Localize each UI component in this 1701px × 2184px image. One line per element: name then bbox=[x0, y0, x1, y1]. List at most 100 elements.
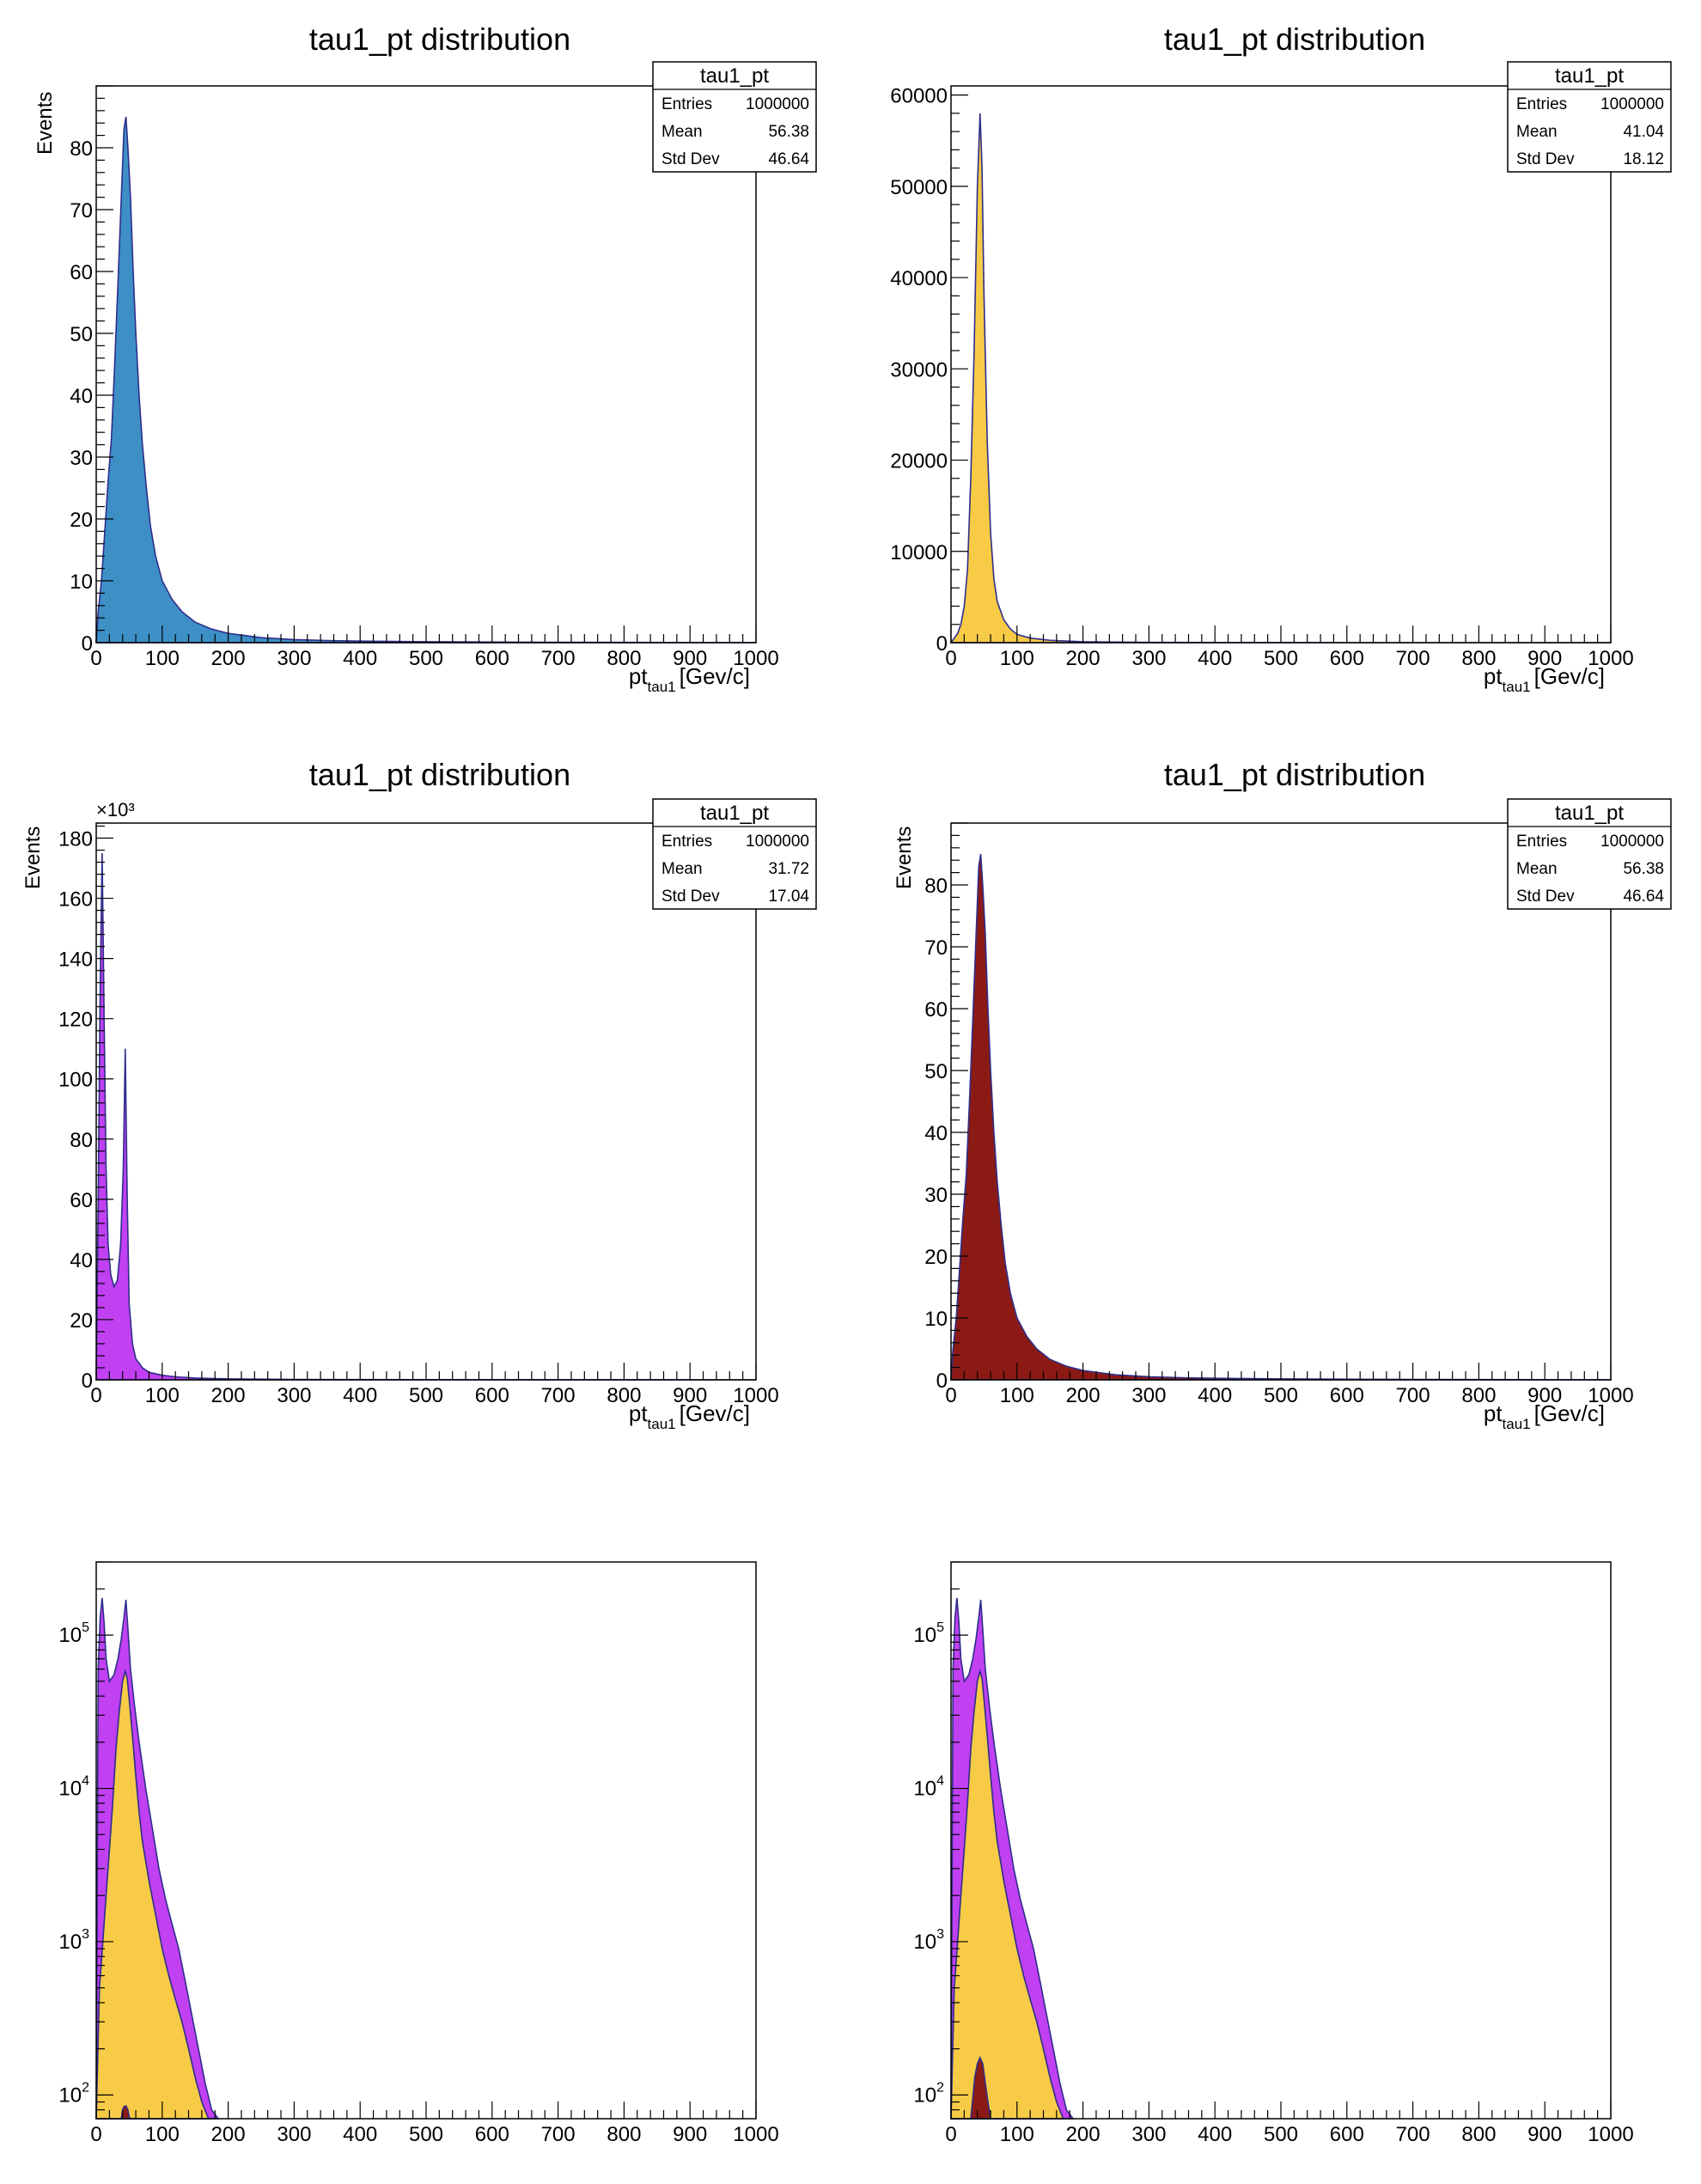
x-tick-label: 400 bbox=[1198, 1384, 1232, 1407]
chart-title: tau1_pt distribution bbox=[309, 757, 570, 792]
chart-title: tau1_pt distribution bbox=[1164, 757, 1425, 792]
x-tick-label: 400 bbox=[343, 647, 377, 670]
x-axis: 0 100 200 300 400 500 600 700 800 900 1000 bbox=[90, 2102, 779, 2146]
stats-label: Entries bbox=[662, 833, 712, 851]
x-tick-label: 1000 bbox=[733, 647, 778, 670]
x-tick-label: 600 bbox=[1330, 647, 1364, 670]
x-tick-label: 700 bbox=[541, 1384, 576, 1407]
y-tick-label: 20000 bbox=[890, 450, 948, 473]
y-tick-label: 70 bbox=[70, 199, 93, 223]
x-label-sub: tau1 bbox=[648, 679, 676, 695]
chart-title: tau1_pt distribution bbox=[309, 21, 570, 57]
x-label-unit: [Gev/c] bbox=[1534, 1400, 1605, 1426]
x-tick-label: 400 bbox=[343, 1384, 377, 1407]
y-tick-base: 10 bbox=[913, 1931, 936, 1954]
y-tick-label: 30 bbox=[70, 447, 93, 470]
histogram-series-yellow-fill bbox=[949, 113, 1611, 644]
y-tick-label: 60 bbox=[70, 261, 93, 284]
x-tick-label: 700 bbox=[1396, 2123, 1430, 2146]
x-label-sub: tau1 bbox=[648, 1416, 676, 1432]
y-axis-multiplier: ×10³ bbox=[96, 799, 135, 821]
stats-value: 56.38 bbox=[1623, 860, 1664, 878]
y-axis: 0 10 20 30 40 50 60 70 80 bbox=[70, 85, 113, 656]
y-tick-label: 160 bbox=[58, 888, 93, 912]
x-tick-label: 500 bbox=[1264, 647, 1298, 670]
x-tick-label: 200 bbox=[1066, 647, 1100, 670]
y-axis: 0 20 40 60 80 100 120 140 160 180 bbox=[58, 825, 113, 1393]
y-tick-base: 10 bbox=[58, 1778, 82, 1801]
x-tick-label: 400 bbox=[1198, 647, 1232, 670]
x-tick-label: 400 bbox=[1198, 2123, 1232, 2146]
y-tick-label: 0 bbox=[936, 632, 948, 656]
panel-5: 0 100 200 300 400 500 600 700 800 900 100010210310… bbox=[58, 1561, 779, 2146]
x-tick-label: 600 bbox=[475, 1384, 509, 1407]
x-tick-label: 1000 bbox=[1588, 2123, 1633, 2146]
y-tick-exponent: 4 bbox=[82, 1774, 89, 1789]
y-tick-label: 60 bbox=[924, 998, 948, 1022]
y-tick-label: 120 bbox=[58, 1009, 93, 1032]
stats-box-frame bbox=[652, 61, 817, 173]
x-tick-label: 0 bbox=[90, 1384, 101, 1407]
y-axis-label: Events bbox=[21, 827, 45, 889]
x-tick-label: 600 bbox=[1330, 2123, 1364, 2146]
stats-box: tau1_pt Entries 1000000 Mean 41.04 Std Dev 18.… bbox=[1507, 61, 1672, 173]
y-tick-exponent: 2 bbox=[936, 2080, 944, 2095]
x-tick-label: 900 bbox=[673, 647, 707, 670]
y-tick-label: 10000 bbox=[890, 541, 948, 564]
x-tick-label: 100 bbox=[1000, 2123, 1034, 2146]
x-tick-label: 1000 bbox=[1588, 647, 1633, 670]
y-tick-label: 20 bbox=[70, 509, 93, 532]
x-tick-label: 800 bbox=[607, 647, 641, 670]
x-axis: 0 100 200 300 400 500 600 700 800 900 1000 bbox=[945, 1363, 1634, 1407]
panel-4: tau1_pt distribution 0 100 200 300 400 500 600 7… bbox=[893, 757, 1672, 1432]
stats-label: Entries bbox=[662, 95, 712, 113]
x-tick-label: 800 bbox=[607, 2123, 641, 2146]
y-tick-label: 140 bbox=[58, 949, 93, 972]
stats-label: Entries bbox=[1516, 95, 1567, 113]
y-tick-label: 40 bbox=[924, 1122, 948, 1145]
x-tick-label: 200 bbox=[211, 1384, 246, 1407]
y-tick-label: 40 bbox=[70, 1249, 93, 1272]
stats-box-title: tau1_pt bbox=[1555, 64, 1624, 88]
x-tick-label: 100 bbox=[1000, 647, 1034, 670]
x-tick-label: 1000 bbox=[733, 1384, 778, 1407]
y-tick-label: 30000 bbox=[890, 358, 948, 381]
x-label-unit: [Gev/c] bbox=[680, 1400, 750, 1426]
x-tick-label: 700 bbox=[1396, 1384, 1430, 1407]
x-tick-label: 800 bbox=[607, 1384, 641, 1407]
y-tick-exponent: 3 bbox=[936, 1927, 944, 1942]
x-tick-label: 500 bbox=[409, 2123, 443, 2146]
y-tick-label: 104 bbox=[58, 1774, 89, 1801]
y-tick-base: 10 bbox=[58, 2083, 82, 2107]
y-tick-label: 40000 bbox=[890, 267, 948, 290]
x-tick-label: 100 bbox=[1000, 1384, 1034, 1407]
panel-6: 0 100 200 300 400 500 600 700 800 900 100010210310… bbox=[913, 1561, 1634, 2146]
x-tick-label: 700 bbox=[541, 2123, 576, 2146]
stats-value: 1000000 bbox=[746, 833, 809, 851]
y-tick-label: 103 bbox=[58, 1927, 89, 1954]
x-label-main: pt bbox=[1484, 1400, 1503, 1426]
y-tick-base: 10 bbox=[58, 1624, 82, 1647]
y-tick-label: 80 bbox=[924, 875, 948, 898]
y-tick-label: 60000 bbox=[890, 85, 948, 108]
x-tick-label: 300 bbox=[1131, 2123, 1166, 2146]
y-tick-label: 0 bbox=[82, 632, 93, 656]
y-tick-label: 30 bbox=[924, 1184, 948, 1207]
histogram-series-darkred-fill bbox=[970, 2056, 992, 2120]
x-tick-label: 900 bbox=[1527, 2123, 1562, 2146]
y-tick-label: 105 bbox=[58, 1620, 89, 1647]
x-tick-label: 100 bbox=[145, 2123, 180, 2146]
histogram-series-blue-fill bbox=[95, 116, 757, 644]
y-tick-label: 104 bbox=[913, 1774, 944, 1801]
x-tick-label: 100 bbox=[145, 647, 180, 670]
stats-value: 46.64 bbox=[1623, 888, 1664, 906]
y-tick-label: 10 bbox=[924, 1308, 948, 1331]
y-tick-base: 10 bbox=[913, 2083, 936, 2107]
y-tick-exponent: 4 bbox=[936, 1774, 944, 1789]
stats-label: Mean bbox=[662, 123, 703, 141]
y-tick-label: 80 bbox=[70, 1129, 93, 1152]
